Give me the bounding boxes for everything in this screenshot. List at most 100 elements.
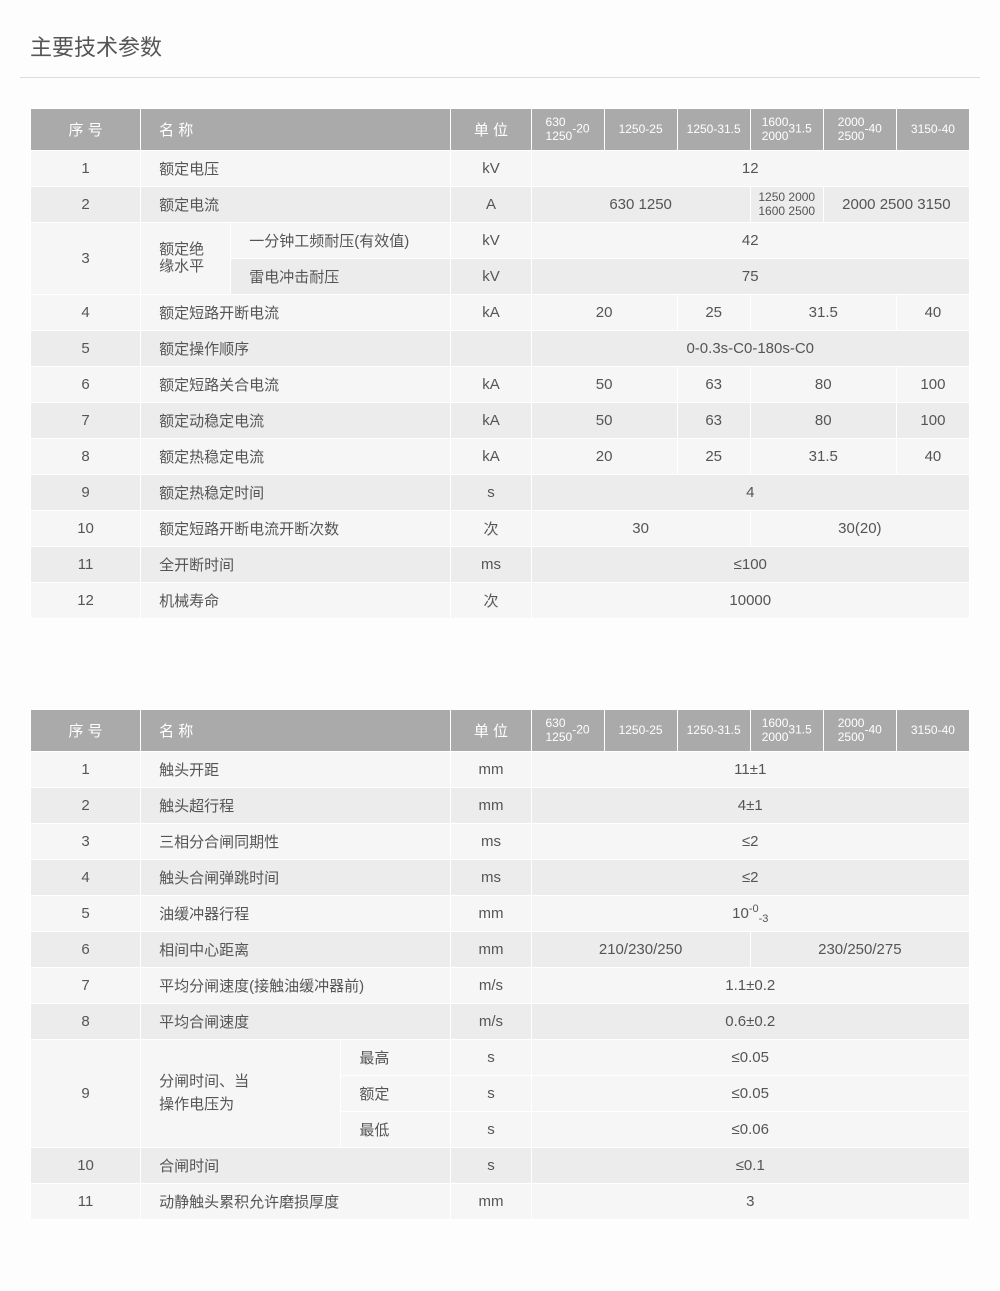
cell-value: 10000 [531,583,969,619]
cell-value: ≤2 [531,824,970,860]
cell-unit [451,331,531,367]
cell-value: 630 1250 [531,187,750,223]
cell-seq: 2 [31,187,141,223]
cell-value: 42 [531,223,969,259]
cell-unit: A [451,187,531,223]
cell-value: 80 [750,403,896,439]
col-model-4: 1600200031.5 [750,710,823,752]
cell-value: 12 [531,151,969,187]
col-name: 名 称 [141,710,451,752]
cell-value: 40 [896,295,969,331]
cell-seq: 3 [31,824,141,860]
cell-seq: 3 [31,223,141,295]
cell-value: 25 [677,295,750,331]
table-row: 10 额定短路开断电流开断次数 次 30 30(20) [31,511,970,547]
cell-seq: 10 [31,511,141,547]
cell-name: 机械寿命 [141,583,451,619]
col-model-6: 3150-40 [896,710,969,752]
cell-value: ≤0.1 [531,1148,970,1184]
cell-unit: s [451,475,531,511]
table-row: 7 额定动稳定电流 kA 50 63 80 100 [31,403,970,439]
cell-subname: 额定 [341,1076,451,1112]
cell-seq: 9 [31,1040,141,1148]
cell-value: 100 [896,367,969,403]
cell-name: 动静触头累积允许磨损厚度 [141,1184,451,1220]
spec-table-2: 序 号 名 称 单 位 6301250-20 1250-25 1250-31.5… [30,709,970,1220]
cell-name: 额定电流 [141,187,451,223]
cell-name: 额定电压 [141,151,451,187]
cell-unit: kV [451,259,531,295]
cell-unit: kA [451,295,531,331]
cell-value: 2000 2500 3150 [823,187,969,223]
cell-unit: kA [451,403,531,439]
table-row: 6 额定短路关合电流 kA 50 63 80 100 [31,367,970,403]
cell-seq: 6 [31,932,141,968]
col-model-4: 1600200031.5 [750,109,823,151]
cell-name: 额定绝缘水平 [141,223,231,295]
cell-value: 10-0-3 [531,896,970,932]
table-row: 1 额定电压 kV 12 [31,151,970,187]
cell-unit: kV [451,151,531,187]
cell-unit: mm [451,788,531,824]
cell-unit: m/s [451,968,531,1004]
page-title: 主要技术参数 [30,30,980,62]
cell-unit: 次 [451,511,531,547]
cell-value: 4 [531,475,969,511]
table-row: 5 额定操作顺序 0-0.3s-C0-180s-C0 [31,331,970,367]
cell-unit: mm [451,752,531,788]
col-model-2: 1250-25 [604,710,677,752]
cell-name: 触头超行程 [141,788,451,824]
table-row: 1 触头开距 mm 11±1 [31,752,970,788]
table-row: 7 平均分闸速度(接触油缓冲器前) m/s 1.1±0.2 [31,968,970,1004]
cell-value: 20 [531,439,677,475]
col-unit: 单 位 [451,109,531,151]
cell-name: 平均合闸速度 [141,1004,451,1040]
table-row: 11 动静触头累积允许磨损厚度 mm 3 [31,1184,970,1220]
cell-value: ≤100 [531,547,969,583]
col-model-2: 1250-25 [604,109,677,151]
cell-value: 50 [531,403,677,439]
cell-unit: s [451,1112,531,1148]
cell-name: 合闸时间 [141,1148,451,1184]
cell-seq: 10 [31,1148,141,1184]
cell-value: ≤0.06 [531,1112,970,1148]
table-row: 9 分闸时间、当操作电压为 最高 s ≤0.05 [31,1040,970,1076]
cell-value: 30 [531,511,750,547]
table-row: 4 额定短路开断电流 kA 20 25 31.5 40 [31,295,970,331]
cell-subname: 雷电冲击耐压 [231,259,451,295]
cell-seq: 11 [31,547,141,583]
cell-seq: 12 [31,583,141,619]
cell-unit: ms [451,860,531,896]
cell-name: 全开断时间 [141,547,451,583]
col-seq: 序 号 [31,710,141,752]
cell-name: 相间中心距离 [141,932,451,968]
cell-seq: 8 [31,439,141,475]
table-row: 6 相间中心距离 mm 210/230/250 230/250/275 [31,932,970,968]
spec-table-1: 序 号 名 称 单 位 6301250-20 1250-25 1250-31.5… [30,108,970,619]
cell-value: 40 [896,439,969,475]
col-seq: 序 号 [31,109,141,151]
cell-value: 100 [896,403,969,439]
cell-unit: mm [451,932,531,968]
cell-seq: 4 [31,860,141,896]
cell-value: 4±1 [531,788,970,824]
cell-name: 额定短路关合电流 [141,367,451,403]
cell-seq: 6 [31,367,141,403]
header-row: 序 号 名 称 单 位 6301250-20 1250-25 1250-31.5… [31,710,970,752]
cell-unit: kA [451,367,531,403]
cell-name: 油缓冲器行程 [141,896,451,932]
cell-unit: ms [451,547,531,583]
table-row: 5 油缓冲器行程 mm 10-0-3 [31,896,970,932]
cell-unit: s [451,1076,531,1112]
cell-unit: kV [451,223,531,259]
title-separator [20,77,980,78]
col-model-6: 3150-40 [896,109,969,151]
col-unit: 单 位 [451,710,531,752]
cell-name: 触头合闸弹跳时间 [141,860,451,896]
cell-seq: 11 [31,1184,141,1220]
cell-value: 63 [677,403,750,439]
cell-unit: s [451,1040,531,1076]
cell-seq: 5 [31,896,141,932]
cell-unit: ms [451,824,531,860]
cell-name: 三相分合闸同期性 [141,824,451,860]
